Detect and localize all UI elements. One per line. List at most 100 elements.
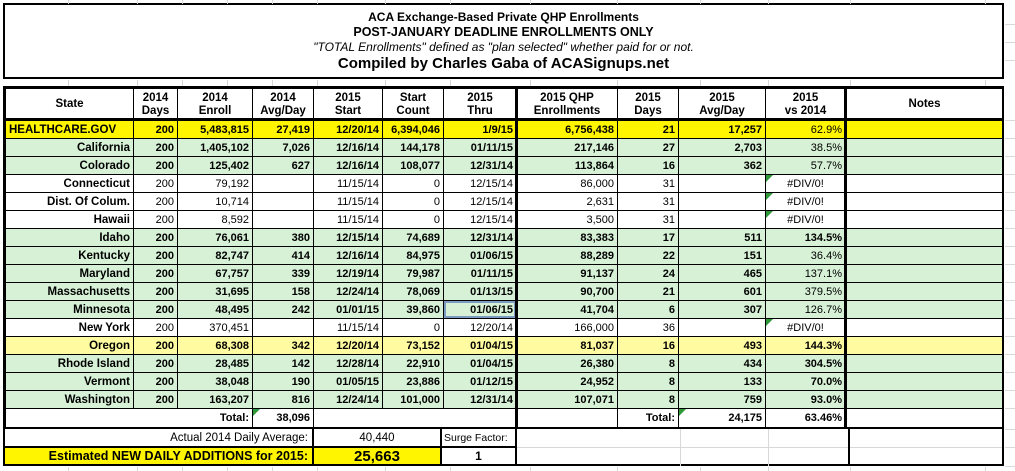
header-thru2015[interactable]: 2015 Thru: [443, 88, 517, 121]
cell-connecticut-enroll2014[interactable]: 79,192: [177, 174, 253, 193]
cell-colorado-qhp2015[interactable]: 113,864: [516, 156, 618, 175]
cell-hawaii-enroll2014[interactable]: 8,592: [177, 210, 253, 229]
cell-rhode-island-start2015[interactable]: 12/28/14: [313, 354, 383, 373]
cell-kentucky-days2014[interactable]: 200: [133, 246, 178, 265]
cell-rhode-island-state[interactable]: Rhode Island: [5, 354, 134, 373]
cell-hawaii-start_count[interactable]: 0: [382, 210, 444, 229]
surge-factor-label[interactable]: Surge Factor:: [444, 431, 508, 444]
cell-maryland-qhp2015[interactable]: 91,137: [516, 264, 618, 283]
cell-rhode-island-avg2015[interactable]: 434: [678, 354, 766, 373]
cell-vermont-notes[interactable]: [845, 372, 1004, 391]
cell-idaho-days2014[interactable]: 200: [133, 228, 178, 247]
cell-new-york-start_count[interactable]: 0: [382, 318, 444, 337]
cell-dist-of-colum-start2015[interactable]: 11/15/14: [313, 192, 383, 211]
cell-connecticut-state[interactable]: Connecticut: [5, 174, 134, 193]
cell-maryland-state[interactable]: Maryland: [5, 264, 134, 283]
total-label-left[interactable]: Total:: [5, 408, 253, 428]
cell-new-york-qhp2015[interactable]: 166,000: [516, 318, 618, 337]
cell-idaho-days2015[interactable]: 17: [617, 228, 679, 247]
cell-new-york-days2015[interactable]: 36: [617, 318, 679, 337]
cell-california-thru2015[interactable]: 01/11/15: [443, 138, 517, 157]
cell-massachusetts-notes[interactable]: [845, 282, 1004, 301]
cell-washington-qhp2015[interactable]: 107,071: [516, 390, 618, 409]
header-avg2015[interactable]: 2015 Avg/Day: [678, 88, 766, 121]
cell-colorado-avg2015[interactable]: 362: [678, 156, 766, 175]
cell-dist-of-colum-days2014[interactable]: 200: [133, 192, 178, 211]
cell-rhode-island-days2014[interactable]: 200: [133, 354, 178, 373]
cell-idaho-qhp2015[interactable]: 83,383: [516, 228, 618, 247]
cell-hawaii-avg2014[interactable]: [252, 210, 314, 229]
cell-california-vs2014[interactable]: 38.5%: [765, 138, 846, 157]
cell-vermont-days2015[interactable]: 8: [617, 372, 679, 391]
cell-massachusetts-days2015[interactable]: 21: [617, 282, 679, 301]
cell-kentucky-vs2014[interactable]: 36.4%: [765, 246, 846, 265]
cell-colorado-start_count[interactable]: 108,077: [382, 156, 444, 175]
cell-rhode-island-vs2014[interactable]: 304.5%: [765, 354, 846, 373]
cell-new-york-vs2014[interactable]: #DIV/0!: [765, 318, 846, 337]
cell-hawaii-start2015[interactable]: 11/15/14: [313, 210, 383, 229]
cell-oregon-days2014[interactable]: 200: [133, 336, 178, 355]
cell-minnesota-vs2014[interactable]: 126.7%: [765, 300, 846, 319]
cell-oregon-state[interactable]: Oregon: [5, 336, 134, 355]
cell-maryland-enroll2014[interactable]: 67,757: [177, 264, 253, 283]
cell-vermont-start_count[interactable]: 23,886: [382, 372, 444, 391]
cell-healthcare-gov-start_count[interactable]: 6,394,046: [382, 120, 444, 139]
cell-oregon-avg2014[interactable]: 342: [252, 336, 314, 355]
cell-vermont-start2015[interactable]: 01/05/15: [313, 372, 383, 391]
cell-washington-vs2014[interactable]: 93.0%: [765, 390, 846, 409]
cell-oregon-start_count[interactable]: 73,152: [382, 336, 444, 355]
cell-washington-thru2015[interactable]: 12/31/14: [443, 390, 517, 409]
cell-california-qhp2015[interactable]: 217,146: [516, 138, 618, 157]
cell-washington-enroll2014[interactable]: 163,207: [177, 390, 253, 409]
cell-kentucky-thru2015[interactable]: 01/06/15: [443, 246, 517, 265]
cell-maryland-vs2014[interactable]: 137.1%: [765, 264, 846, 283]
cell-massachusetts-days2014[interactable]: 200: [133, 282, 178, 301]
cell-colorado-state[interactable]: Colorado: [5, 156, 134, 175]
header-enroll2014[interactable]: 2014 Enroll: [177, 88, 253, 121]
cell-massachusetts-vs2014[interactable]: 379.5%: [765, 282, 846, 301]
cell-washington-avg2015[interactable]: 759: [678, 390, 766, 409]
cell-minnesota-enroll2014[interactable]: 48,495: [177, 300, 253, 319]
cell-rhode-island-notes[interactable]: [845, 354, 1004, 373]
cell-kentucky-days2015[interactable]: 22: [617, 246, 679, 265]
cell-healthcare-gov-vs2014[interactable]: 62.9%: [765, 120, 846, 139]
cell-maryland-notes[interactable]: [845, 264, 1004, 283]
cell-massachusetts-state[interactable]: Massachusetts: [5, 282, 134, 301]
cell-healthcare-gov-days2015[interactable]: 21: [617, 120, 679, 139]
cell-rhode-island-days2015[interactable]: 8: [617, 354, 679, 373]
cell-minnesota-days2014[interactable]: 200: [133, 300, 178, 319]
cell-dist-of-colum-avg2015[interactable]: [678, 192, 766, 211]
cell-connecticut-start_count[interactable]: 0: [382, 174, 444, 193]
cell-massachusetts-enroll2014[interactable]: 31,695: [177, 282, 253, 301]
cell-connecticut-days2014[interactable]: 200: [133, 174, 178, 193]
cell-rhode-island-start_count[interactable]: 22,910: [382, 354, 444, 373]
cell-washington-days2014[interactable]: 200: [133, 390, 178, 409]
cell-idaho-state[interactable]: Idaho: [5, 228, 134, 247]
cell-idaho-enroll2014[interactable]: 76,061: [177, 228, 253, 247]
total-notes-blank[interactable]: [845, 408, 1004, 428]
cell-california-start_count[interactable]: 144,178: [382, 138, 444, 157]
cell-washington-notes[interactable]: [845, 390, 1004, 409]
cell-massachusetts-start2015[interactable]: 12/24/14: [313, 282, 383, 301]
cell-new-york-thru2015[interactable]: 12/20/14: [443, 318, 517, 337]
cell-hawaii-notes[interactable]: [845, 210, 1004, 229]
cell-hawaii-avg2015[interactable]: [678, 210, 766, 229]
cell-dist-of-colum-vs2014[interactable]: #DIV/0!: [765, 192, 846, 211]
cell-washington-days2015[interactable]: 8: [617, 390, 679, 409]
cell-minnesota-days2015[interactable]: 6: [617, 300, 679, 319]
cell-oregon-avg2015[interactable]: 493: [678, 336, 766, 355]
cell-california-avg2014[interactable]: 7,026: [252, 138, 314, 157]
cell-vermont-state[interactable]: Vermont: [5, 372, 134, 391]
cell-vermont-avg2015[interactable]: 133: [678, 372, 766, 391]
cell-california-days2015[interactable]: 27: [617, 138, 679, 157]
cell-connecticut-thru2015[interactable]: 12/15/14: [443, 174, 517, 193]
cell-massachusetts-avg2015[interactable]: 601: [678, 282, 766, 301]
cell-maryland-avg2014[interactable]: 339: [252, 264, 314, 283]
cell-oregon-thru2015[interactable]: 01/04/15: [443, 336, 517, 355]
actual-average-label[interactable]: Actual 2014 Daily Average:: [5, 429, 314, 446]
cell-connecticut-qhp2015[interactable]: 86,000: [516, 174, 618, 193]
cell-new-york-start2015[interactable]: 11/15/14: [313, 318, 383, 337]
cell-hawaii-vs2014[interactable]: #DIV/0!: [765, 210, 846, 229]
cell-kentucky-notes[interactable]: [845, 246, 1004, 265]
cell-vermont-qhp2015[interactable]: 24,952: [516, 372, 618, 391]
